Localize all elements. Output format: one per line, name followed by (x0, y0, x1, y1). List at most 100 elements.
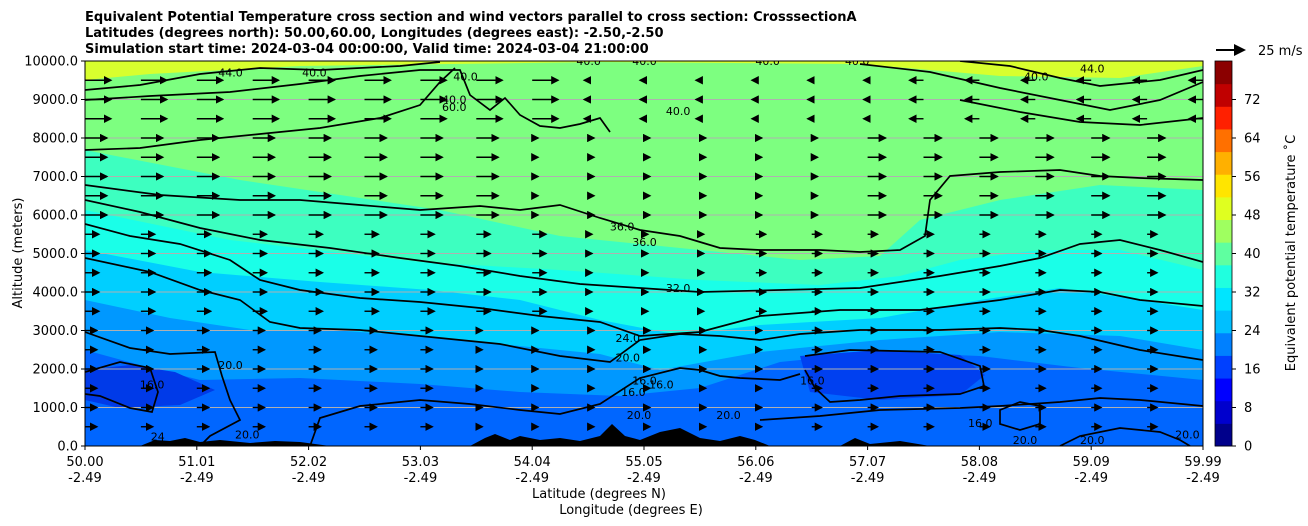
colorbar-tick-label: 40 (1244, 247, 1261, 262)
chart-title-line-3: Simulation start time: 2024-03-04 00:00:… (85, 42, 649, 57)
quiver-key-label: 25 m/s (1258, 44, 1303, 59)
contour-label: 20.0 (716, 409, 741, 422)
x-tick-label-lon: -2.49 (180, 471, 214, 486)
band-deep-blue-right (800, 350, 985, 400)
contour-label: 20.0 (235, 428, 260, 441)
colorbar-tick-label: 8 (1244, 401, 1252, 416)
x-tick-label-lat: 50.00 (66, 455, 103, 470)
y-tick-label: 9000.0 (33, 93, 79, 108)
contour-label: 16.0 (621, 386, 646, 399)
colorbar-segment (1215, 423, 1232, 447)
contour-label: 20.0 (1175, 428, 1200, 441)
x-tick-label-lat: 52.02 (290, 455, 327, 470)
x-tick-label-lon: -2.49 (963, 471, 997, 486)
contour-label: 40.0 (755, 55, 780, 68)
y-tick-label: 6000.0 (33, 209, 79, 224)
colorbar-segment (1215, 287, 1232, 311)
colorbar-tick-label: 0 (1244, 440, 1252, 455)
colorbar-segment (1215, 264, 1232, 288)
contour-label: 40.0 (632, 55, 657, 68)
contour-label: 20.0 (627, 409, 652, 422)
contour-label: 40.0 (1024, 70, 1049, 83)
x-tick-label-lon: -2.49 (1074, 471, 1108, 486)
y-tick-label: 4000.0 (33, 286, 79, 301)
x-tick-label-lat: 51.01 (178, 455, 215, 470)
contour-label: 40.0 (442, 94, 467, 107)
contour-labels: 44.0 40.0 40.0 40.0 40.0 40.0 40.0 40.0 40.0 40.0… (140, 55, 1200, 447)
contour-label: 20.0 (616, 351, 641, 364)
colorbar-tick-label: 72 (1244, 93, 1261, 108)
terrain (85, 424, 1203, 446)
y-tick-label: 2000.0 (33, 363, 79, 378)
colorbar-segment (1215, 219, 1232, 243)
contour-16-left (85, 361, 159, 413)
contour-label: 24 (151, 430, 165, 443)
x-tick-label-lat: 54.04 (514, 455, 551, 470)
contour-40-left-upper (85, 69, 611, 133)
chart-title-line-2: Latitudes (degrees north): 50.00,60.00, … (85, 26, 664, 41)
colorbar-segment (1215, 310, 1232, 334)
x-tick-label-lat: 59.09 (1073, 455, 1110, 470)
contour-label: 16.0 (140, 378, 165, 391)
x-tick-label-lat: 57.07 (849, 455, 886, 470)
contour-label: 16.0 (800, 375, 825, 388)
colorbar-segment (1215, 83, 1232, 107)
contour-label: 40.0 (845, 55, 870, 68)
x-axis-label-latitude: Latitude (degrees N) (532, 487, 666, 502)
colorbar-segment (1215, 128, 1232, 153)
wind-vectors (85, 76, 1203, 431)
contour-label: 16.0 (968, 417, 993, 430)
contour-32 (85, 199, 1203, 293)
x-axis-ticks: 50.00-2.4951.01-2.4952.02-2.4953.03-2.49… (66, 446, 1222, 486)
colorbar-segment (1215, 174, 1232, 198)
x-tick-label-lat: 53.03 (402, 455, 439, 470)
x-tick-label-lat: 58.08 (961, 455, 998, 470)
contour-label: 40.0 (666, 105, 691, 118)
contour-label: 60.0 (442, 101, 467, 114)
y-tick-label: 1000.0 (33, 401, 79, 416)
contour-label: 32.0 (666, 282, 691, 295)
colorbar-segment (1215, 332, 1232, 356)
y-tick-label: 8000.0 (33, 132, 79, 147)
contour-label: 24.0 (616, 332, 641, 345)
colorbar-segment (1215, 400, 1232, 424)
chart-title-line-1: Equivalent Potential Temperature cross s… (85, 10, 857, 25)
x-tick-label-lat: 59.99 (1184, 455, 1221, 470)
x-tick-label-lon: -2.49 (292, 471, 326, 486)
contour-label: 20.0 (1080, 434, 1105, 447)
contour-label: 20.0 (218, 359, 243, 372)
colorbar-segment (1215, 378, 1232, 402)
y-tick-label: 0.0 (57, 440, 78, 455)
contour-20-right (759, 397, 1203, 421)
y-tick-label: 7000.0 (33, 170, 79, 185)
x-tick-label-lat: 56.06 (737, 455, 774, 470)
x-tick-label-lon: -2.49 (404, 471, 438, 486)
x-tick-label-lon: -2.49 (68, 471, 102, 486)
colorbar-segment (1215, 196, 1232, 221)
y-axis-label: Altitude (meters) (11, 198, 26, 309)
contour-40-right (859, 63, 1203, 111)
contour-label: 16.0 (632, 375, 657, 388)
colorbar-tick-label: 64 (1244, 132, 1261, 147)
y-tick-label: 5000.0 (33, 247, 79, 262)
colorbar-segment (1215, 355, 1232, 379)
colorbar-tick-label: 32 (1244, 286, 1261, 301)
contour-label: 40.0 (302, 67, 327, 80)
quiver-key: 25 m/s (1216, 44, 1303, 59)
x-tick-label-lon: -2.49 (739, 471, 773, 486)
x-tick-label-lon: -2.49 (1186, 471, 1220, 486)
contour-label: 16.0 (649, 378, 674, 391)
colorbar-tick-label: 48 (1244, 209, 1261, 224)
colorbar-segment (1215, 151, 1232, 175)
colorbar-segment (1215, 106, 1232, 130)
contour-20-bottom-right (1059, 427, 1191, 446)
y-tick-label: 3000.0 (33, 324, 79, 339)
x-axis-label-longitude: Longitude (degrees E) (559, 503, 703, 518)
band-top-yellow (85, 61, 1203, 80)
colorbar-label: Equivalent potential temperature ˚C (1283, 135, 1299, 371)
colorbar-segment (1215, 242, 1232, 266)
contour-label: 36.0 (632, 236, 657, 249)
plot-area: 44.0 40.0 40.0 40.0 40.0 40.0 40.0 40.0 40.0 40.0… (85, 55, 1203, 447)
contour-label: 44.0 (218, 67, 243, 80)
